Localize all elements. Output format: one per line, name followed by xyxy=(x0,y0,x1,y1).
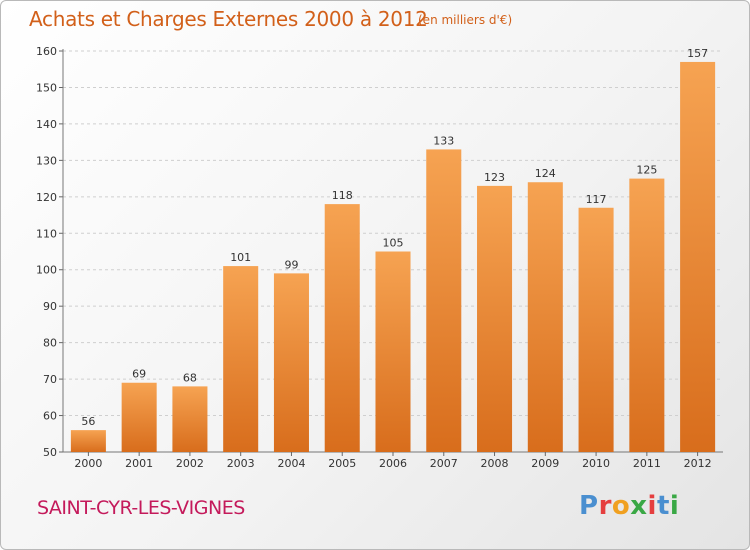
data-label: 101 xyxy=(230,251,251,264)
y-tick-label: 110 xyxy=(36,227,57,240)
x-tick-label: 2003 xyxy=(227,457,255,470)
bar xyxy=(223,266,259,452)
data-label: 118 xyxy=(332,189,353,202)
x-tick-label: 2012 xyxy=(684,457,712,470)
x-tick-label: 2002 xyxy=(176,457,204,470)
x-tick-label: 2001 xyxy=(125,457,153,470)
data-label: 69 xyxy=(132,368,146,381)
chart-subtitle: (en milliers d'€) xyxy=(418,13,513,27)
y-tick-label: 80 xyxy=(43,337,57,350)
labels: 50 60 70 80 90 100 110 120 130 140 150 160 56 2000 69 2… xyxy=(36,45,712,470)
y-tick-label: 160 xyxy=(36,45,57,58)
bar xyxy=(375,251,411,452)
data-label: 68 xyxy=(183,371,197,384)
data-label: 124 xyxy=(535,167,556,180)
y-tick-label: 70 xyxy=(43,373,57,386)
y-tick-label: 50 xyxy=(43,446,57,459)
x-tick-label: 2006 xyxy=(379,457,407,470)
logo-letter: o xyxy=(611,491,631,521)
y-tick-label: 150 xyxy=(36,81,57,94)
logo-letter: t xyxy=(656,491,670,521)
bar xyxy=(578,207,614,452)
data-label: 123 xyxy=(484,171,505,184)
y-tick-label: 100 xyxy=(36,264,57,277)
logo-letter: i xyxy=(647,491,657,521)
bar xyxy=(477,185,513,452)
chart-title: Achats et Charges Externes 2000 à 2012 xyxy=(29,7,428,31)
data-label: 105 xyxy=(383,237,404,250)
x-tick-label: 2000 xyxy=(74,457,102,470)
bar xyxy=(273,273,309,452)
y-tick-label: 90 xyxy=(43,300,57,313)
x-tick-label: 2009 xyxy=(531,457,559,470)
x-tick-label: 2007 xyxy=(430,457,458,470)
bar xyxy=(680,61,716,452)
y-tick-label: 140 xyxy=(36,118,57,131)
logo-letter: x xyxy=(630,491,648,521)
y-tick-label: 130 xyxy=(36,154,57,167)
x-tick-label: 2011 xyxy=(633,457,661,470)
x-tick-label: 2004 xyxy=(277,457,305,470)
x-tick-label: 2008 xyxy=(481,457,509,470)
logo-letter: r xyxy=(598,491,612,521)
data-label: 99 xyxy=(284,258,298,271)
data-label: 117 xyxy=(586,193,607,206)
bars xyxy=(70,61,716,452)
logo-letter: P xyxy=(579,491,599,521)
bar xyxy=(527,182,563,452)
bar xyxy=(121,382,157,452)
y-tick-label: 120 xyxy=(36,191,57,204)
y-tick-label: 60 xyxy=(43,410,57,423)
data-label: 125 xyxy=(636,164,657,177)
bar xyxy=(629,178,665,452)
x-tick-label: 2005 xyxy=(328,457,356,470)
x-tick-label: 2010 xyxy=(582,457,610,470)
bar xyxy=(426,149,462,452)
data-label: 56 xyxy=(81,415,95,428)
bar xyxy=(324,204,360,452)
proxiti-logo: Proxiti xyxy=(579,491,679,521)
data-label: 157 xyxy=(687,47,708,60)
city-name: SAINT-CYR-LES-VIGNES xyxy=(37,497,245,519)
bar xyxy=(70,430,106,452)
bar xyxy=(172,386,208,452)
data-label: 133 xyxy=(433,134,454,147)
logo-letter: i xyxy=(669,491,680,521)
